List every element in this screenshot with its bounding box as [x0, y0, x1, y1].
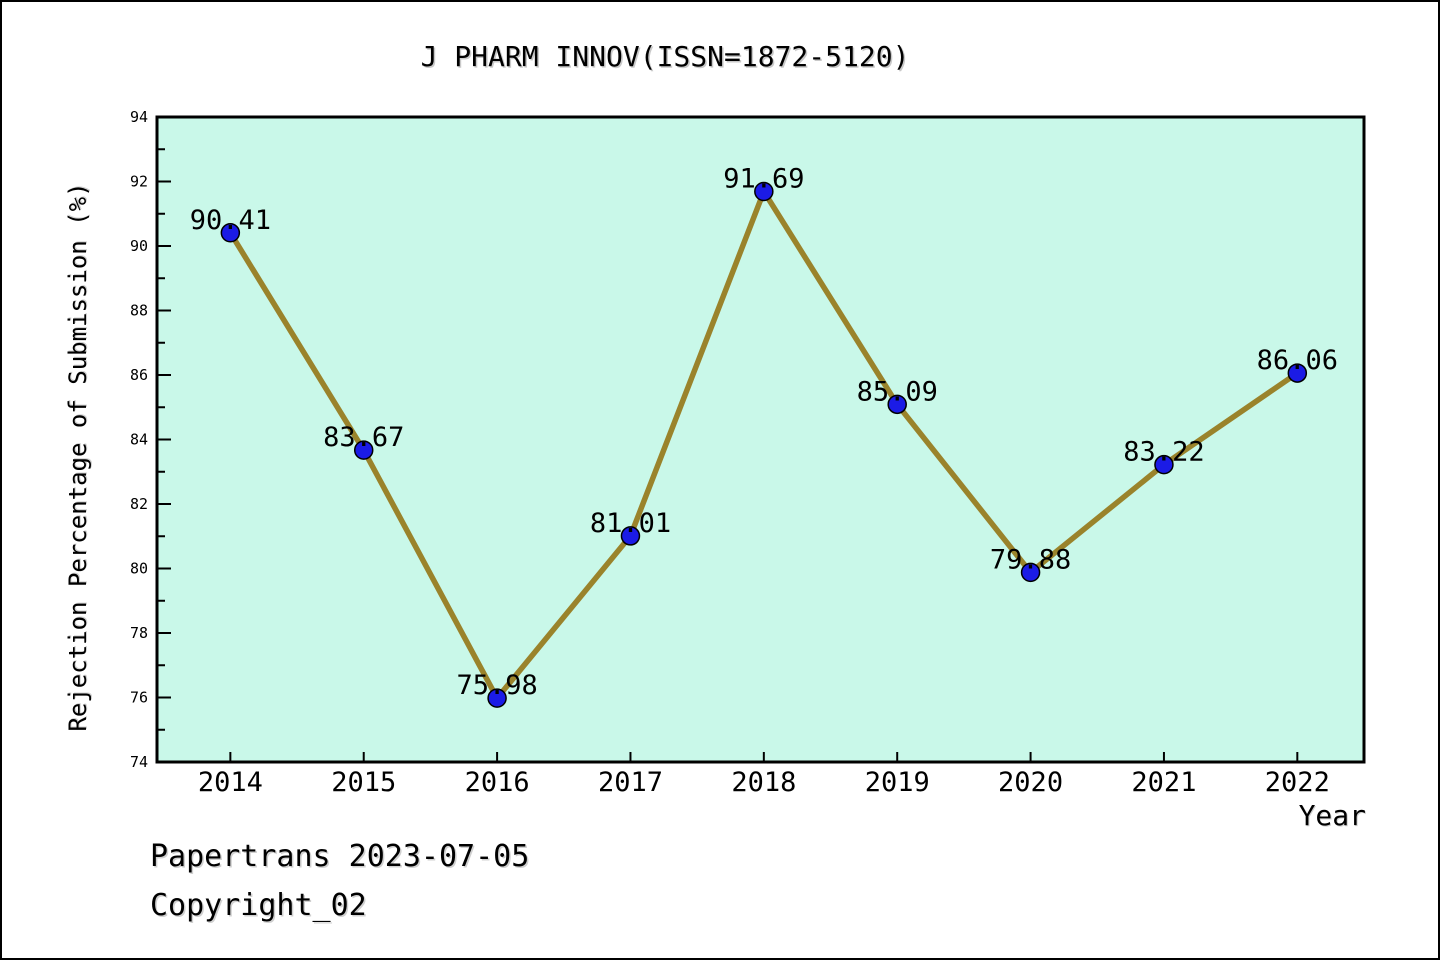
data-point-label: 83.67 [323, 422, 404, 453]
data-point-label: 75.98 [456, 670, 537, 701]
y-tick-label: 86 [130, 366, 148, 384]
y-tick-label: 88 [130, 302, 148, 320]
y-tick-label: 76 [130, 689, 148, 707]
x-tick-label: 2014 [198, 767, 263, 798]
x-tick-label: 2018 [731, 767, 796, 798]
x-tick-label: 2021 [1131, 767, 1196, 798]
data-point-label: 86.06 [1257, 345, 1338, 376]
y-tick-label: 80 [130, 560, 148, 578]
data-point-label: 91.69 [723, 163, 804, 194]
footer-copyright: Copyright_02 [150, 888, 367, 923]
data-point-label: 83.22 [1123, 437, 1204, 468]
data-point-marker [1020, 562, 1041, 583]
data-point-marker [487, 688, 507, 708]
footer-source-date: Papertrans 2023-07-05 [150, 839, 530, 874]
data-point-marker [620, 526, 641, 546]
x-tick-label: 2016 [465, 767, 530, 798]
y-axis-title: Rejection Percentage of Submission (%) [64, 182, 92, 732]
data-point-label: 85.09 [857, 376, 938, 407]
y-tick-label: 84 [130, 431, 148, 449]
y-tick-label: 92 [130, 173, 148, 191]
data-point-label: 90.41 [190, 205, 271, 236]
data-point-marker [1287, 363, 1308, 383]
data-point-marker [1154, 454, 1174, 475]
data-point-marker [754, 181, 774, 202]
y-tick-label: 78 [130, 624, 148, 642]
x-axis-title: Year [1298, 799, 1366, 832]
x-tick-label: 2020 [998, 767, 1063, 798]
x-tick-label: 2015 [331, 767, 396, 798]
y-tick-label: 94 [130, 108, 148, 126]
data-point-label: 79.88 [990, 544, 1071, 575]
data-point-label: 81.01 [590, 508, 671, 539]
data-point-marker [220, 223, 241, 243]
data-point-marker [353, 440, 374, 460]
y-tick-label: 74 [130, 753, 148, 771]
data-point-marker [887, 394, 907, 415]
y-tick-label: 82 [130, 495, 148, 513]
chart-title: J PHARM INNOV(ISSN=1872-5120) [420, 40, 910, 73]
x-tick-label: 2022 [1265, 767, 1330, 798]
x-tick-label: 2019 [865, 767, 930, 798]
x-tick-label: 2017 [598, 767, 663, 798]
y-tick-label: 90 [130, 237, 148, 255]
plot-border [155, 115, 1366, 764]
